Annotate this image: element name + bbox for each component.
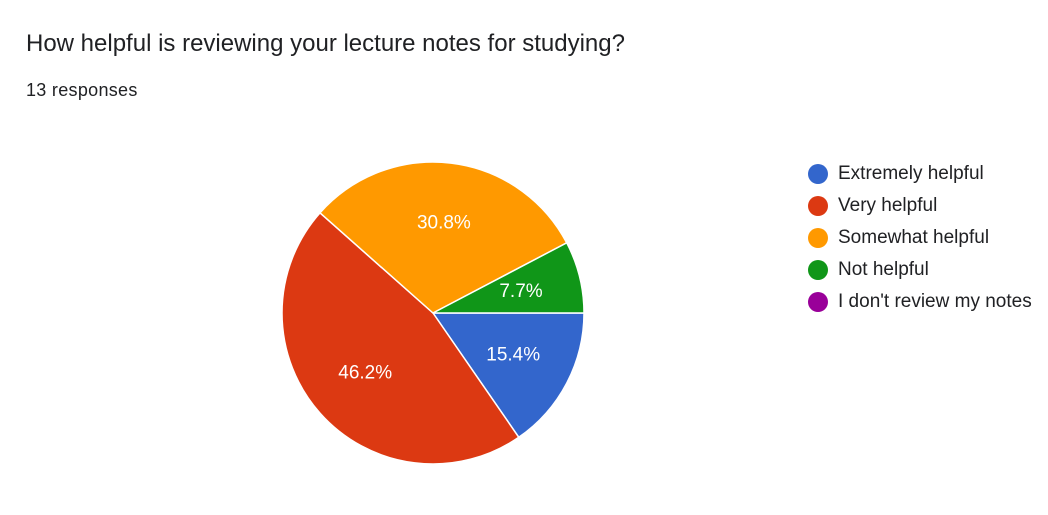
pie-slice-extremely-helpful xyxy=(431,312,585,439)
legend-label: Extremely helpful xyxy=(838,163,984,184)
legend-swatch xyxy=(808,292,828,312)
legend-swatch xyxy=(808,196,828,216)
slice-label-not-helpful: 7.7% xyxy=(499,281,542,302)
legend-swatch xyxy=(808,164,828,184)
slice-label-extremely-helpful: 15.4% xyxy=(486,345,540,366)
legend-label: Not helpful xyxy=(838,259,929,280)
legend-label: Very helpful xyxy=(838,195,938,216)
legend-item-somewhat-helpful: Somewhat helpful xyxy=(808,222,1032,254)
pie-slice-very-helpful xyxy=(281,211,520,465)
response-count: 13 responses xyxy=(26,80,138,100)
legend-item-extremely-helpful: Extremely helpful xyxy=(808,158,1032,190)
legend-label: I don't review my notes xyxy=(838,291,1032,312)
slice-label-somewhat-helpful: 30.8% xyxy=(417,213,471,234)
legend-label: Somewhat helpful xyxy=(838,227,990,248)
slice-label-very-helpful: 46.2% xyxy=(338,363,392,384)
chart-title: How helpful is reviewing your lecture no… xyxy=(26,30,625,57)
chart-legend: Extremely helpful Very helpful Somewhat he… xyxy=(808,158,1032,318)
legend-item-not-helpful: Not helpful xyxy=(808,254,1032,286)
legend-item-very-helpful: Very helpful xyxy=(808,190,1032,222)
legend-item-i-don-t-review-my-notes: I don't review my notes xyxy=(808,286,1032,318)
legend-swatch xyxy=(808,228,828,248)
legend-swatch xyxy=(808,260,828,280)
pie-slice-not-helpful xyxy=(432,241,585,314)
pie-slice-somewhat-helpful xyxy=(318,161,568,314)
